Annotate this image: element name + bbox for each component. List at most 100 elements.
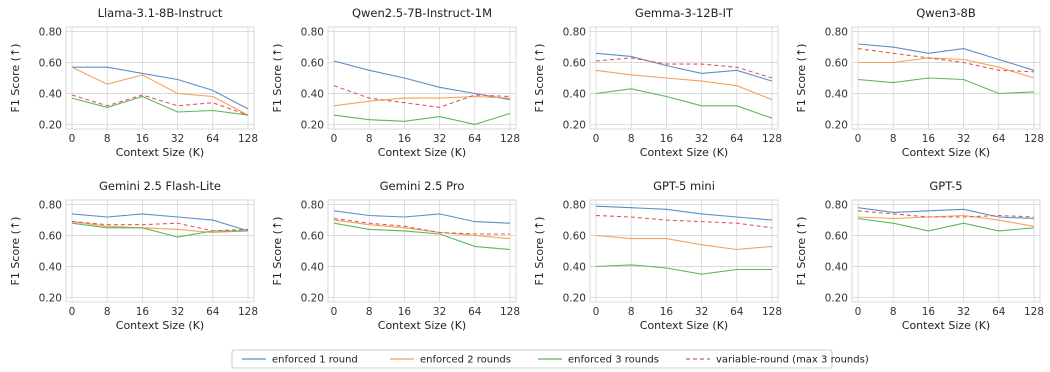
y-tick-label: 0.60 xyxy=(301,231,324,243)
y-tick-label: 0.20 xyxy=(563,292,586,304)
y-tick-label: 0.60 xyxy=(825,231,848,243)
x-axis-label: Context Size (K) xyxy=(902,319,990,332)
legend-label: enforced 2 rounds xyxy=(420,355,511,366)
x-tick-label: 8 xyxy=(366,133,373,145)
y-tick-label: 0.20 xyxy=(39,119,62,131)
x-tick-label: 0 xyxy=(855,133,862,145)
y-tick-label: 0.80 xyxy=(563,200,586,212)
y-tick-label: 0.80 xyxy=(825,200,848,212)
y-axis-label: F1 Score (↑) xyxy=(795,44,808,113)
series-line-1 xyxy=(595,205,773,221)
y-axis-label: F1 Score (↑) xyxy=(533,44,546,113)
series-line-3 xyxy=(333,222,511,251)
y-tick-label: 0.20 xyxy=(301,119,324,131)
y-tick-label: 0.20 xyxy=(825,119,848,131)
panel-6: Gemini 2.5 Pro 0 8 16 32 64 128 0.20 0.40 0.60 0.8… xyxy=(271,179,520,332)
panel-7: GPT-5 mini 0 8 16 32 64 128 0.20 0.40 0.60 0.80 Con… xyxy=(533,179,782,332)
x-axis-label: Context Size (K) xyxy=(640,319,728,332)
series-line-1 xyxy=(333,60,511,101)
x-axis-label: Context Size (K) xyxy=(116,146,204,159)
y-tick-label: 0.80 xyxy=(39,200,62,212)
x-tick-label: 128 xyxy=(238,133,258,145)
x-tick-label: 64 xyxy=(730,306,744,318)
series-line-4 xyxy=(71,94,249,116)
series-line-4 xyxy=(595,214,773,229)
series-line-2 xyxy=(71,221,249,234)
x-tick-label: 32 xyxy=(433,306,446,318)
panel-title: Gemini 2.5 Flash-Lite xyxy=(99,179,221,193)
x-tick-label: 32 xyxy=(171,133,184,145)
x-tick-label: 16 xyxy=(922,133,936,145)
y-tick-label: 0.40 xyxy=(301,88,324,100)
y-tick-label: 0.20 xyxy=(301,292,324,304)
series-line-3 xyxy=(595,88,773,119)
y-axis-label: F1 Score (↑) xyxy=(9,44,22,113)
series-line-1 xyxy=(72,66,249,110)
series-line-4 xyxy=(857,210,1035,218)
x-tick-label: 128 xyxy=(762,133,782,145)
series-line-4 xyxy=(595,57,773,79)
series-line-1 xyxy=(595,52,773,82)
series-line-3 xyxy=(857,77,1035,95)
y-axis-label: F1 Score (↑) xyxy=(9,217,22,286)
series-line-3 xyxy=(857,217,1035,232)
legend: enforced 1 round enforced 2 rounds enforce… xyxy=(231,349,869,369)
y-tick-label: 0.60 xyxy=(39,58,62,70)
y-tick-label: 0.80 xyxy=(301,27,324,39)
x-axis-label: Context Size (K) xyxy=(640,146,728,159)
panel-title: Gemma-3-12B-IT xyxy=(635,6,734,20)
y-axis-label: F1 Score (↑) xyxy=(533,217,546,286)
y-tick-label: 0.20 xyxy=(563,119,586,131)
x-tick-label: 16 xyxy=(660,306,674,318)
x-tick-label: 16 xyxy=(922,306,936,318)
plot-area xyxy=(65,199,255,303)
y-tick-label: 0.40 xyxy=(563,261,586,273)
plot-area xyxy=(851,26,1041,130)
x-tick-label: 0 xyxy=(331,306,338,318)
x-tick-label: 32 xyxy=(695,306,708,318)
panel-5: Gemini 2.5 Flash-Lite 0 8 16 32 64 128 0.20 0.40… xyxy=(9,179,258,332)
x-tick-label: 16 xyxy=(398,306,412,318)
y-tick-label: 0.60 xyxy=(39,231,62,243)
y-tick-label: 0.40 xyxy=(39,88,62,100)
y-tick-label: 0.20 xyxy=(39,292,62,304)
x-tick-label: 8 xyxy=(104,133,111,145)
x-tick-label: 64 xyxy=(992,133,1006,145)
x-axis-label: Context Size (K) xyxy=(378,146,466,159)
y-tick-label: 0.60 xyxy=(563,58,586,70)
plot-area xyxy=(589,26,779,130)
x-tick-label: 0 xyxy=(855,306,862,318)
panel-title: Gemini 2.5 Pro xyxy=(380,179,465,193)
y-tick-label: 0.20 xyxy=(825,292,848,304)
series-line-4 xyxy=(333,85,511,108)
x-tick-label: 8 xyxy=(366,306,373,318)
series-line-2 xyxy=(595,69,773,101)
x-tick-label: 8 xyxy=(890,306,897,318)
series-line-1 xyxy=(71,213,249,232)
series-line-2 xyxy=(333,95,511,107)
series-line-1 xyxy=(857,43,1035,71)
series-line-4 xyxy=(71,221,249,232)
x-tick-label: 16 xyxy=(136,306,150,318)
y-tick-label: 0.60 xyxy=(301,58,324,70)
x-tick-label: 8 xyxy=(104,306,111,318)
x-tick-label: 32 xyxy=(957,133,970,145)
panel-4: Qwen3-8B 0 8 16 32 64 128 0.20 0.40 0.60 0.80 Conte… xyxy=(795,6,1044,159)
y-axis-label: F1 Score (↑) xyxy=(271,44,284,113)
series-line-4 xyxy=(333,217,510,235)
panel-title: Qwen3-8B xyxy=(916,6,976,20)
plot-area xyxy=(589,199,779,303)
legend-label: enforced 1 round xyxy=(272,355,358,366)
panel-2: Qwen2.5-7B-Instruct-1M 0 8 16 32 64 128 0.20 0.4… xyxy=(271,6,520,159)
x-tick-label: 16 xyxy=(136,133,150,145)
x-axis-label: Context Size (K) xyxy=(116,319,204,332)
plot-area xyxy=(851,199,1041,303)
x-tick-label: 64 xyxy=(468,306,482,318)
panel-title: Qwen2.5-7B-Instruct-1M xyxy=(352,6,492,20)
x-tick-label: 32 xyxy=(957,306,970,318)
x-tick-label: 64 xyxy=(468,133,482,145)
y-tick-label: 0.60 xyxy=(825,58,848,70)
y-tick-label: 0.40 xyxy=(301,261,324,273)
legend-label: enforced 3 rounds xyxy=(568,355,659,366)
x-tick-label: 8 xyxy=(890,133,897,145)
